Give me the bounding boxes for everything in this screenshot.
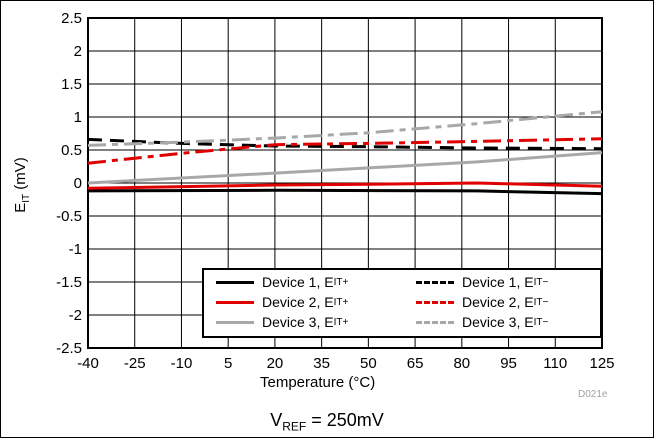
y-tick-label: 1: [74, 109, 82, 126]
x-tick-label: 35: [313, 355, 330, 372]
x-tick-label: -40: [77, 355, 99, 372]
series-line: [87, 181, 603, 190]
x-tick-label: 80: [453, 355, 470, 372]
y-tick-label: -0.5: [56, 208, 82, 225]
x-tick-label: 50: [360, 355, 377, 372]
y-tick-label: -2.5: [56, 340, 82, 357]
legend-swatch: [416, 300, 454, 304]
x-tick-label: 125: [589, 355, 614, 372]
chart-caption: VREF = 250mV: [270, 410, 384, 434]
legend-item: Device 2, E IT+: [216, 294, 348, 310]
x-tick-label: -10: [171, 355, 193, 372]
y-tick-label: 2.5: [61, 10, 82, 27]
series-line: [87, 188, 603, 196]
legend-item: Device 3, E IT−: [416, 314, 548, 330]
y-tick-label: -2: [69, 307, 82, 324]
y-tick-label: 2: [74, 43, 82, 60]
y-tick-label: 0.5: [61, 142, 82, 159]
figure-id: D021e: [578, 389, 608, 400]
legend-swatch: [416, 320, 454, 324]
x-tick-label: 20: [267, 355, 284, 372]
legend-item: Device 1, E IT−: [416, 274, 548, 290]
legend-swatch: [216, 320, 254, 324]
series-line: [87, 110, 603, 147]
y-tick-label: 1.5: [61, 76, 82, 93]
series-line: [87, 137, 603, 165]
legend-item: Device 2, E IT−: [416, 294, 548, 310]
y-tick-label: -1: [69, 241, 82, 258]
y-axis-label: EIT (mV): [12, 157, 32, 213]
x-tick-label: -25: [124, 355, 146, 372]
x-tick-label: 5: [224, 355, 232, 372]
x-tick-label: 110: [543, 355, 567, 372]
legend-item: Device 1, E IT+: [216, 274, 348, 290]
x-tick-label: 65: [407, 355, 424, 372]
legend-item: Device 3, E IT+: [216, 314, 348, 330]
legend-swatch: [216, 280, 254, 284]
chart-legend: Device 1, E IT+ Device 1, E IT− Device 2, …: [202, 268, 602, 338]
x-tick-label: 95: [500, 355, 517, 372]
legend-swatch: [216, 300, 254, 304]
y-tick-label: 0: [74, 175, 82, 192]
y-tick-label: -1.5: [56, 274, 82, 291]
legend-swatch: [416, 280, 454, 284]
x-axis-label: Temperature (°C): [260, 374, 376, 391]
series-line: [87, 151, 603, 185]
